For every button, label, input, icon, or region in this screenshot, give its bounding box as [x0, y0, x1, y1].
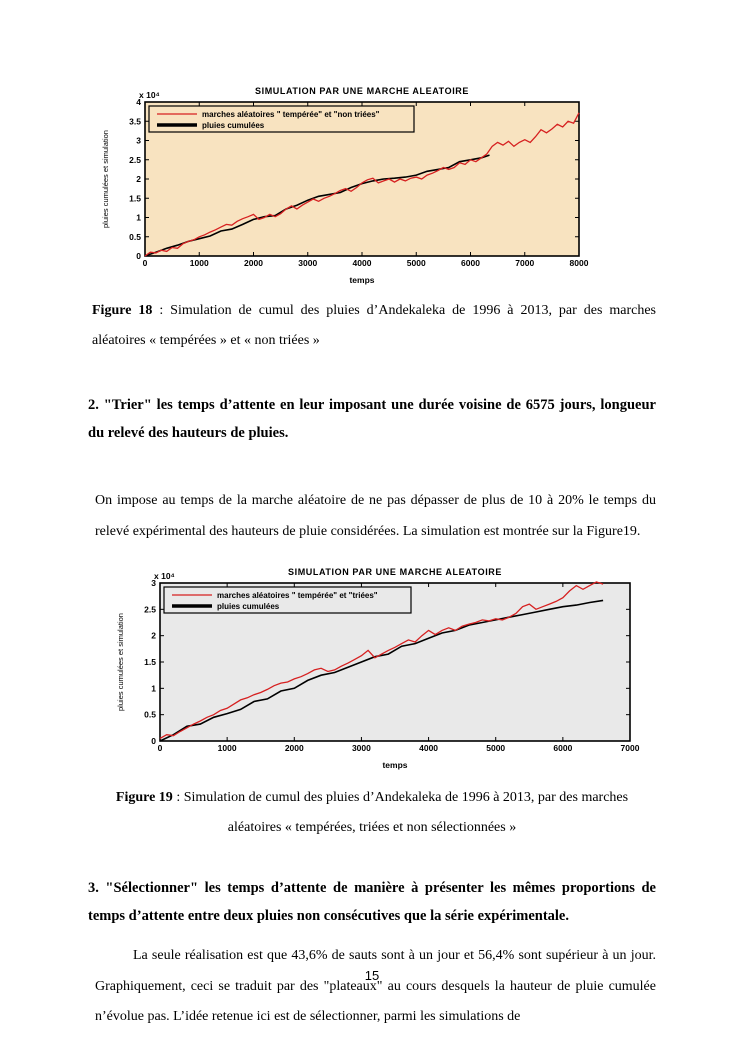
- svg-text:2: 2: [151, 631, 156, 641]
- svg-text:temps: temps: [349, 275, 374, 285]
- svg-text:pluies cumulées et simulation: pluies cumulées et simulation: [116, 613, 125, 711]
- svg-text:pluies cumulées et simulation: pluies cumulées et simulation: [101, 130, 110, 228]
- svg-text:1: 1: [151, 683, 156, 693]
- svg-text:1000: 1000: [190, 258, 209, 268]
- figure19-plot: 0 1000 2000 3000 4000 5000 6000 7000 0 0.5 1 1.5 2 2.…: [116, 567, 640, 770]
- svg-text:2.5: 2.5: [144, 604, 156, 614]
- svg-text:4000: 4000: [353, 258, 372, 268]
- section3-heading: 3. "Sélectionner" les temps d’attente de…: [88, 880, 656, 924]
- svg-text:6000: 6000: [461, 258, 480, 268]
- figure18-caption-text: : Simulation de cumul des pluies d’Andek…: [92, 303, 656, 348]
- svg-text:3: 3: [136, 136, 141, 146]
- figure18-chart: 0 1000 2000 3000 4000 5000 6000 7000 8000 0 0.5 1 1.…: [88, 84, 656, 286]
- figure19-caption-text: : Simulation de cumul des pluies d’Andek…: [172, 790, 629, 835]
- svg-text:0: 0: [151, 736, 156, 746]
- svg-text:marches aléatoires " tempérée": marches aléatoires " tempérée" et "non t…: [202, 110, 380, 119]
- svg-text:5000: 5000: [486, 743, 505, 753]
- svg-text:0.5: 0.5: [129, 232, 141, 242]
- svg-text:3.5: 3.5: [129, 116, 141, 126]
- svg-text:marches aléatoires " tempérée": marches aléatoires " tempérée" et "triée…: [217, 591, 378, 600]
- svg-text:x 10⁴: x 10⁴: [154, 571, 175, 581]
- section2-paragraph: On impose au temps de la marche aléatoir…: [95, 493, 656, 539]
- svg-text:2000: 2000: [244, 258, 263, 268]
- figure19-chart: 0 1000 2000 3000 4000 5000 6000 7000 0 0.5 1 1.5 2 2.…: [88, 565, 656, 771]
- svg-text:temps: temps: [382, 760, 407, 770]
- figure18-caption: Figure 18 : Simulation de cumul des plui…: [92, 296, 656, 356]
- svg-text:1.5: 1.5: [144, 657, 156, 667]
- figure19-caption: Figure 19 : Simulation de cumul des plui…: [88, 783, 656, 843]
- svg-text:1: 1: [136, 213, 141, 223]
- svg-text:2000: 2000: [285, 743, 304, 753]
- svg-text:3000: 3000: [352, 743, 371, 753]
- svg-text:1000: 1000: [218, 743, 237, 753]
- svg-text:pluies cumulées: pluies cumulées: [217, 602, 280, 611]
- svg-text:x 10⁴: x 10⁴: [139, 90, 160, 100]
- svg-text:5000: 5000: [407, 258, 426, 268]
- page-number: 15: [364, 968, 380, 983]
- svg-text:SIMULATION PAR UNE MARCHE ALEA: SIMULATION PAR UNE MARCHE ALEATOIRE: [288, 567, 502, 577]
- section2-heading: 2. "Trier" les temps d’attente en leur i…: [88, 397, 656, 441]
- svg-text:4: 4: [136, 97, 141, 107]
- svg-text:0: 0: [136, 251, 141, 261]
- svg-text:2: 2: [136, 174, 141, 184]
- svg-text:3: 3: [151, 578, 156, 588]
- section3-paragraph: La seule réalisation est que 43,6% de sa…: [95, 948, 656, 1024]
- svg-text:1.5: 1.5: [129, 193, 141, 203]
- svg-text:0.5: 0.5: [144, 710, 156, 720]
- svg-text:2.5: 2.5: [129, 155, 141, 165]
- svg-text:7000: 7000: [621, 743, 640, 753]
- svg-text:pluies cumulées: pluies cumulées: [202, 121, 265, 130]
- svg-text:7000: 7000: [515, 258, 534, 268]
- svg-text:3000: 3000: [298, 258, 317, 268]
- figure18-plot: 0 1000 2000 3000 4000 5000 6000 7000 8000 0 0.5 1 1.…: [101, 86, 589, 285]
- svg-text:SIMULATION PAR UNE MARCHE ALEA: SIMULATION PAR UNE MARCHE ALEATOIRE: [255, 86, 469, 96]
- svg-text:0: 0: [158, 743, 163, 753]
- figure19-caption-label: Figure 19: [115, 790, 173, 805]
- svg-text:8000: 8000: [570, 258, 589, 268]
- svg-text:0: 0: [143, 258, 148, 268]
- svg-text:6000: 6000: [553, 743, 572, 753]
- figure18-caption-label: Figure 18: [92, 303, 153, 318]
- svg-text:4000: 4000: [419, 743, 438, 753]
